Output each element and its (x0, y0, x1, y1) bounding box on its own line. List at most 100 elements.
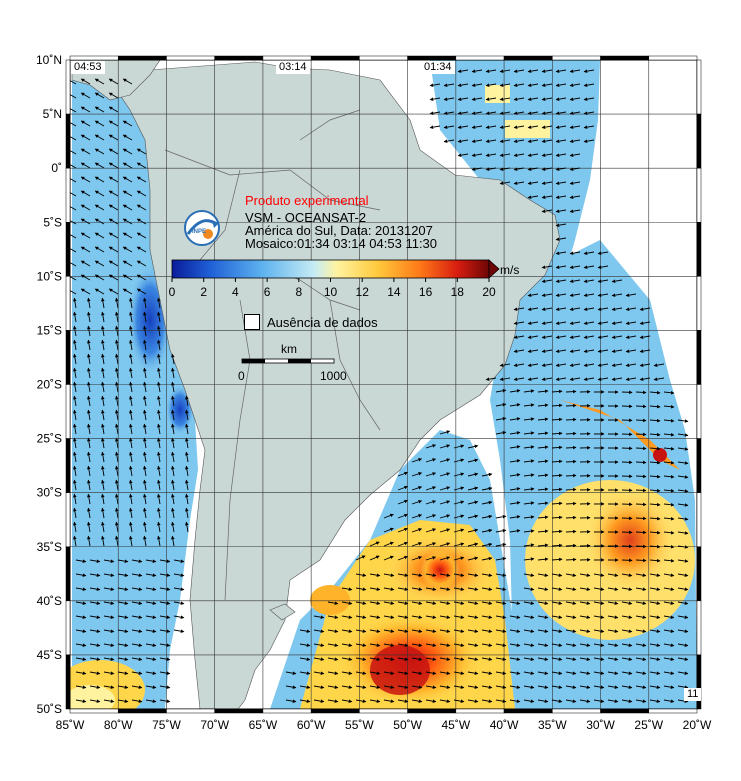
wind-arrow (101, 479, 105, 491)
wind-arrow (94, 274, 105, 281)
wind-arrow (425, 458, 437, 463)
wind-arrow (471, 111, 483, 115)
wind-arrow (639, 349, 651, 353)
wind-arrow (509, 445, 521, 449)
latitude-label: 50˚S (37, 702, 62, 716)
wind-arrow (80, 148, 91, 155)
wind-arrow (639, 335, 651, 339)
wind-arrow (80, 190, 91, 197)
wind-arrow (467, 542, 479, 547)
inpe-logo-icon: INPE (184, 210, 220, 246)
wind-arrow (555, 265, 567, 269)
wind-arrow (122, 120, 133, 127)
wind-arrow (565, 529, 577, 534)
wind-arrow (117, 699, 129, 703)
wind-arrow (541, 209, 553, 213)
wind-arrow (73, 507, 77, 519)
wind-arrow (94, 120, 105, 127)
wind-arrow (355, 601, 367, 605)
frame-segment (65, 167, 71, 223)
wind-arrow (341, 699, 353, 703)
wind-arrow (551, 557, 563, 562)
wind-arrow (537, 431, 549, 436)
wind-arrow (157, 353, 161, 365)
wind-arrow (555, 335, 567, 339)
wind-arrow (541, 377, 553, 381)
wind-arrow (453, 643, 465, 647)
wind-arrow (607, 657, 619, 661)
wind-arrow (583, 139, 595, 143)
wind-arrow (115, 325, 119, 337)
wind-arrow (94, 204, 105, 211)
wind-arrow (653, 377, 665, 381)
wind-arrow (73, 465, 77, 477)
wind-arrow (157, 409, 161, 421)
wind-arrow (173, 601, 185, 605)
wind-arrow (73, 451, 77, 463)
wind-arrow (485, 377, 497, 381)
wind-arrow (649, 404, 661, 409)
wind-arrow (649, 530, 661, 535)
wind-arrow (457, 111, 469, 115)
wind-arrow (425, 500, 437, 505)
wind-arrow (439, 573, 451, 577)
wind-arrow (649, 516, 661, 521)
wind-arrow (136, 274, 147, 281)
wind-arrow (663, 530, 675, 535)
wind-arrow (569, 251, 581, 255)
wind-arrow (87, 535, 91, 547)
wind-arrow (509, 657, 521, 661)
wind-arrow (87, 493, 91, 505)
wind-arrow (94, 148, 105, 155)
wind-arrow (551, 431, 563, 436)
wind-arrow (607, 601, 619, 605)
wind-arrow (523, 573, 535, 577)
wind-arrow (583, 251, 595, 255)
frame-segment (696, 546, 702, 602)
latitude-label: 45˚S (37, 648, 62, 662)
wind-arrow (467, 528, 479, 533)
wind-arrow (555, 321, 567, 325)
wind-arrow (108, 176, 119, 183)
wind-arrow (173, 587, 185, 591)
wind-arrow (80, 260, 91, 267)
wind-arrow (499, 167, 511, 171)
wind-arrow (129, 395, 133, 407)
wind-arrow (131, 685, 143, 689)
frame-segment (696, 438, 702, 493)
wind-arrow (103, 573, 115, 577)
wind-arrow (185, 507, 189, 519)
wind-arrow (129, 451, 133, 463)
latitude-label: 40˚S (37, 594, 62, 608)
wind-arrow (397, 541, 408, 547)
wind-arrow (481, 514, 493, 519)
wind-arrow (639, 321, 651, 325)
latitude-labels: 10˚N 5˚N 0˚ 5˚S 10˚S 15˚S 20˚S 25˚S 30˚S 35˚S 40˚S… (36, 53, 62, 716)
wind-arrow (653, 363, 665, 367)
wind-arrow (593, 587, 605, 591)
wind-arrow (383, 541, 394, 547)
wind-arrow (471, 153, 483, 157)
wind-arrow (565, 699, 577, 703)
wind-arrow (157, 325, 161, 337)
wind-arrow (523, 629, 535, 633)
wind-arrow (411, 657, 423, 661)
frame-segment (65, 654, 71, 710)
wind-arrow (579, 615, 591, 619)
wind-arrow (443, 83, 455, 87)
wind-arrow (569, 181, 581, 185)
wind-arrow (425, 671, 437, 675)
wind-arrow (122, 148, 133, 155)
wind-arrow (157, 479, 161, 491)
wind-arrow (481, 472, 493, 477)
wind-arrow (101, 535, 105, 547)
wind-arrow (411, 615, 423, 619)
wind-arrow (649, 685, 661, 689)
wind-arrow (611, 307, 623, 311)
wind-arrow (108, 92, 119, 99)
wind-arrow (513, 69, 525, 73)
wind-arrow (499, 363, 511, 367)
wind-arrow (136, 246, 147, 253)
wind-arrow (411, 685, 423, 689)
wind-arrow (397, 573, 409, 577)
